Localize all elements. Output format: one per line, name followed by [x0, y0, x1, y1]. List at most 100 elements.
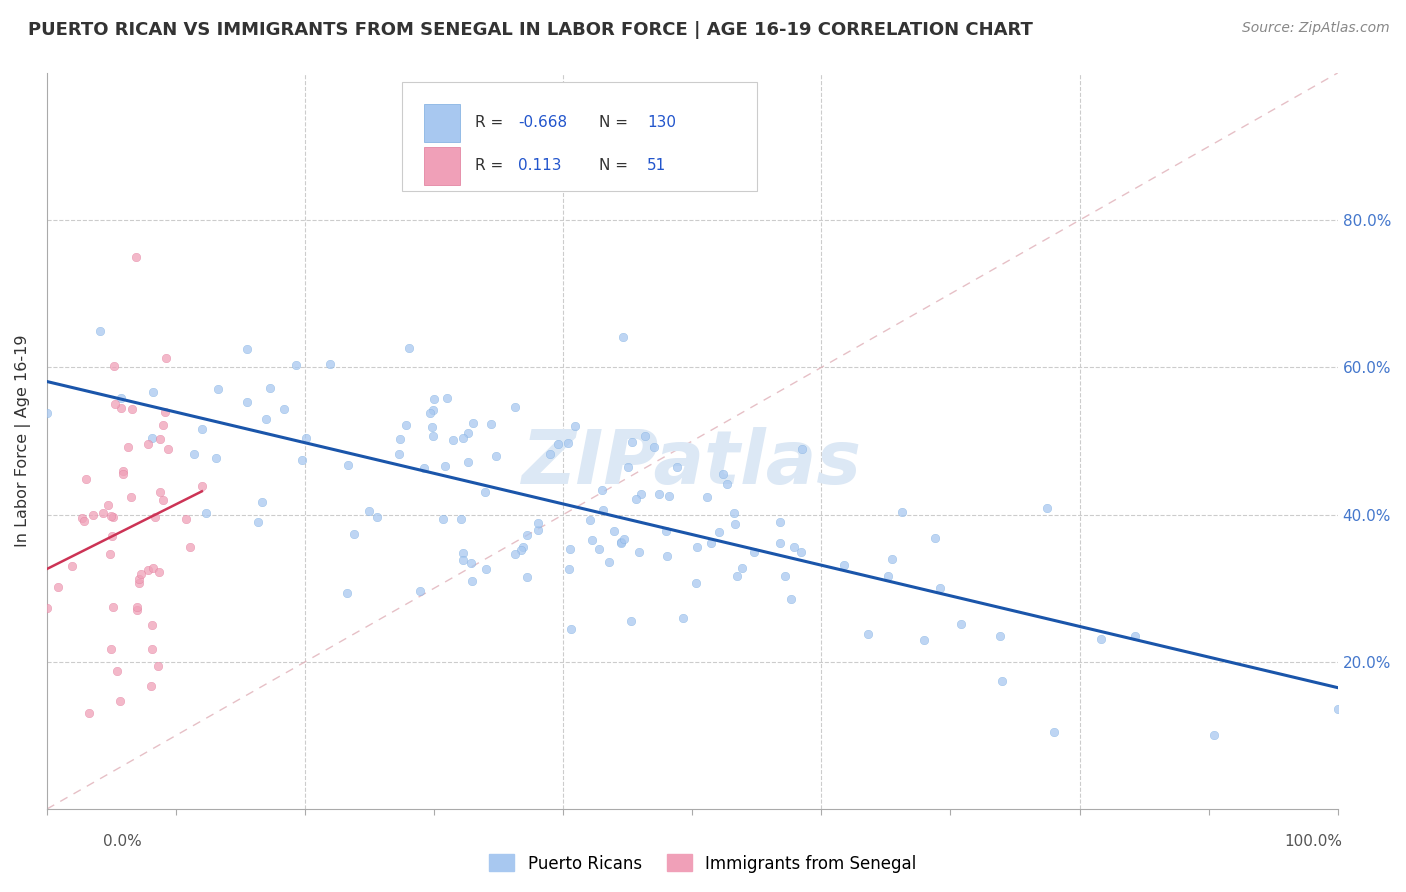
Point [655, 524, 678, 538]
Point [790, 545, 813, 559]
Point [422, 402, 444, 417]
Point [773, 568, 796, 582]
Point [204, 451, 226, 466]
Point [433, 458, 456, 473]
Text: N =: N = [599, 158, 633, 172]
Point [707, 525, 730, 540]
Point [616, 459, 638, 474]
Point [395, 417, 418, 432]
Point [125, 599, 148, 614]
Point [912, 632, 935, 647]
Text: -0.668: -0.668 [517, 115, 567, 130]
Point [1123, 629, 1146, 643]
Point [157, 442, 180, 456]
Point [295, 432, 318, 446]
Point [628, 545, 651, 559]
Point [564, 418, 586, 433]
Point [578, 513, 600, 527]
Point [1090, 632, 1112, 647]
Point [291, 453, 314, 467]
Point [696, 490, 718, 504]
Point [672, 611, 695, 625]
Point [98, 547, 121, 561]
Point [451, 552, 474, 566]
Point [1042, 725, 1064, 739]
Point [254, 411, 277, 425]
Text: 100.0%: 100.0% [1285, 834, 1343, 849]
Point [700, 535, 723, 549]
Point [1036, 501, 1059, 516]
Point [620, 614, 643, 628]
Text: 51: 51 [647, 158, 666, 172]
Point [588, 541, 610, 556]
Point [453, 431, 475, 445]
Point [35, 600, 58, 615]
Point [60, 558, 83, 573]
Point [610, 535, 633, 549]
Point [924, 531, 946, 545]
Point [191, 479, 214, 493]
Point [103, 509, 125, 524]
Point [420, 420, 443, 434]
Point [389, 432, 412, 446]
Point [558, 542, 581, 557]
Point [97, 498, 120, 512]
Point [527, 516, 550, 530]
Point [152, 418, 174, 433]
Point [75, 472, 97, 486]
Point [259, 381, 281, 395]
Point [479, 417, 502, 431]
Point [769, 536, 792, 550]
Point [891, 505, 914, 519]
Point [716, 476, 738, 491]
Point [120, 490, 142, 504]
Text: 0.0%: 0.0% [103, 834, 142, 849]
Text: Source: ZipAtlas.com: Source: ZipAtlas.com [1241, 21, 1389, 36]
Point [612, 330, 634, 344]
Point [591, 483, 613, 497]
Point [742, 544, 765, 558]
Point [658, 489, 681, 503]
Point [100, 508, 122, 523]
Point [461, 574, 484, 588]
Point [136, 437, 159, 451]
Point [453, 546, 475, 560]
Point [643, 440, 665, 454]
Point [153, 405, 176, 419]
Point [856, 626, 879, 640]
Point [336, 585, 359, 599]
Point [450, 512, 472, 526]
Point [988, 629, 1011, 643]
Point [634, 428, 657, 442]
Point [236, 395, 259, 409]
Point [547, 436, 569, 450]
Point [592, 502, 614, 516]
Point [463, 417, 485, 431]
Point [725, 568, 748, 582]
Point [179, 540, 201, 554]
Point [624, 491, 647, 506]
Point [359, 504, 381, 518]
FancyBboxPatch shape [423, 104, 460, 143]
Point [832, 558, 855, 573]
Point [366, 509, 388, 524]
Text: 0.113: 0.113 [517, 158, 561, 172]
Point [769, 516, 792, 530]
Point [630, 487, 652, 501]
Point [779, 592, 801, 607]
Point [432, 512, 454, 526]
Point [928, 582, 950, 596]
Point [127, 603, 149, 617]
Text: ZIPatlas: ZIPatlas [522, 426, 862, 500]
Point [128, 575, 150, 590]
Point [665, 459, 688, 474]
Point [460, 556, 482, 570]
Point [527, 524, 550, 538]
Point [101, 529, 124, 543]
Point [82, 508, 104, 522]
Point [782, 541, 804, 555]
Point [91, 507, 114, 521]
Point [457, 425, 479, 440]
Point [148, 659, 170, 673]
Point [142, 384, 165, 399]
